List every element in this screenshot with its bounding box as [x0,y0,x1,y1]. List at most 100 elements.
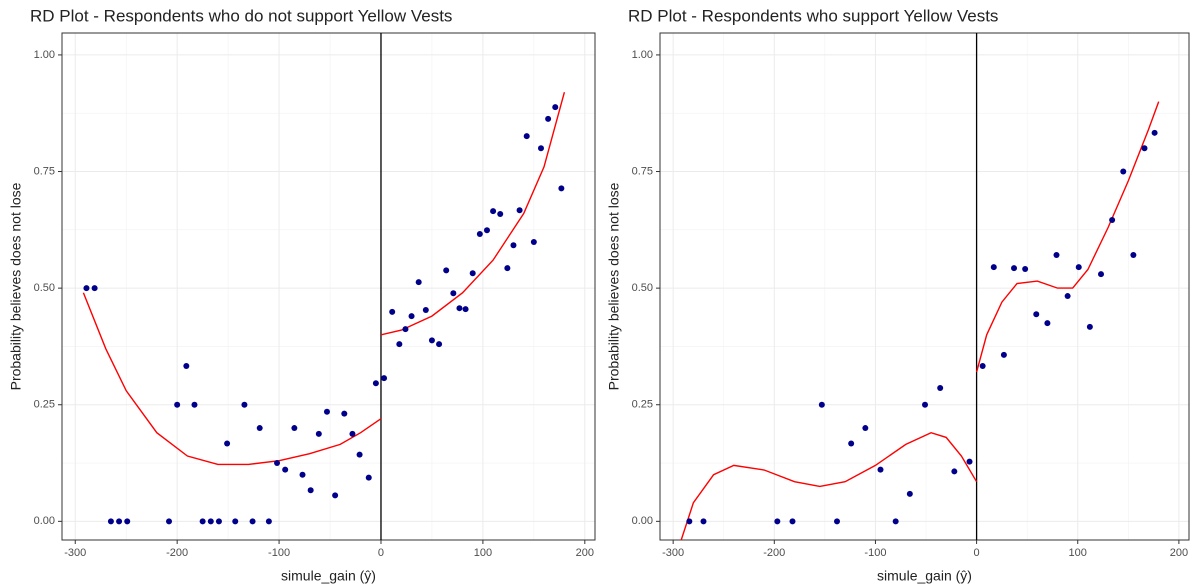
point [1151,129,1158,136]
point [356,451,363,458]
x-tick-label: 0 [974,547,980,559]
x-tick-label: 0 [378,547,384,559]
point [402,326,409,333]
point [862,425,869,432]
x-tick-label: -300 [64,547,86,559]
point [906,490,913,497]
x-tick-label: -200 [166,547,188,559]
point [456,305,463,312]
point [315,430,322,437]
point [497,210,504,217]
point [1000,351,1007,358]
point [224,440,231,447]
point [774,518,781,525]
point [415,279,422,286]
point [116,518,123,525]
point [232,518,239,525]
point [545,115,552,122]
point [483,227,490,234]
point [299,471,306,478]
point [291,425,298,432]
point [789,518,796,525]
x-tick-label: 100 [1069,547,1087,559]
point [256,425,263,432]
point [979,363,986,370]
x-tick-label: -100 [268,547,290,559]
x-tick-label: -300 [662,547,684,559]
y-tick-label: 1.00 [34,49,55,61]
x-tick-label: -100 [864,547,886,559]
fit-line [82,292,382,466]
x-axis-title: simule_gain (ŷ) [877,568,972,584]
x-tick-label: 200 [576,547,594,559]
point [834,518,841,525]
chart-title: RD Plot - Respondents who do not support… [30,6,452,25]
point [428,337,435,344]
point [107,518,114,525]
point [341,410,348,417]
point [922,401,929,408]
point [516,207,523,214]
point [389,308,396,315]
y-tick-label: 1.00 [632,49,653,61]
x-tick-label: 100 [474,547,492,559]
point [990,264,997,271]
point [1022,266,1029,273]
point [381,375,388,382]
y-axis-title: Probability believes does not lose [606,182,622,390]
point [199,518,206,525]
point [396,341,403,348]
fit-line [380,92,566,336]
chart-title: RD Plot - Respondents who support Yellow… [628,6,998,25]
point [530,238,537,245]
point [365,474,372,481]
y-tick-label: 0.00 [632,515,653,527]
point [166,518,173,525]
point [818,401,825,408]
point [241,401,248,408]
point [323,408,330,415]
point [877,466,884,473]
point [490,208,497,215]
point [174,401,181,408]
fit-line [975,101,1160,373]
panel-border [61,32,596,541]
point [215,518,222,525]
x-tick-label: -200 [763,547,785,559]
point [1109,217,1116,224]
point [558,185,565,192]
point [510,242,517,249]
point [504,265,511,272]
point [476,231,483,238]
x-tick-label: 200 [1170,547,1188,559]
point [124,518,131,525]
point [1086,323,1093,330]
point [1053,252,1060,259]
point [1033,311,1040,318]
point [450,290,457,297]
point [1098,271,1105,278]
point [91,285,98,292]
x-axis-title: simule_gain (ŷ) [281,568,376,584]
point [332,492,339,499]
point [274,460,281,467]
point [207,518,214,525]
point [1130,252,1137,259]
point [1064,293,1071,300]
y-tick-label: 0.50 [34,282,55,294]
point [282,466,289,473]
point [191,401,198,408]
point [83,285,90,292]
y-axis-title: Probability believes does not lose [8,182,24,390]
panel-border [659,32,1190,541]
fit-line [680,431,978,541]
y-tick-label: 0.25 [34,399,55,411]
point [307,487,314,494]
point [443,267,450,274]
point [249,518,256,525]
point [1120,168,1127,175]
point [349,430,356,437]
point [408,313,415,320]
point [523,133,530,140]
